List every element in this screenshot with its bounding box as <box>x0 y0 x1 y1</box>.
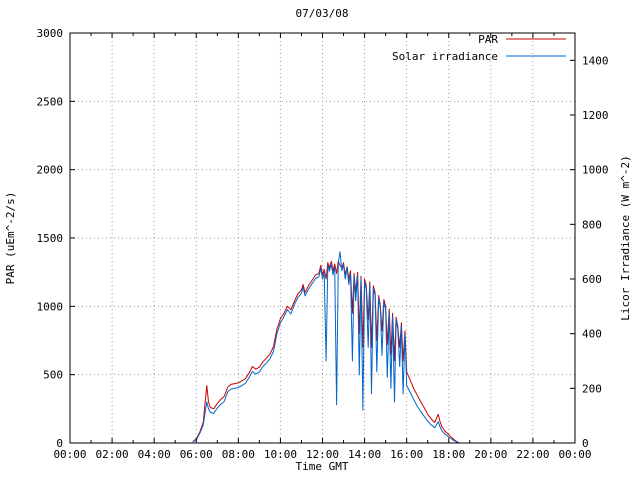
x-tick-label: 18:00 <box>432 448 465 461</box>
y-left-tick-label: 1000 <box>37 300 64 313</box>
chart-title: 07/03/08 <box>296 7 349 20</box>
y-right-tick-label: 1200 <box>582 109 609 122</box>
x-axis-label: Time GMT <box>296 460 349 473</box>
x-tick-label: 00:00 <box>53 448 86 461</box>
y-left-tick-label: 500 <box>43 369 63 382</box>
y-left-tick-label: 0 <box>56 437 63 450</box>
series-line-solar-irradiance <box>192 251 460 444</box>
x-tick-label: 02:00 <box>96 448 129 461</box>
x-tick-label: 20:00 <box>474 448 507 461</box>
y-left-tick-label: 1500 <box>37 232 64 245</box>
legend-item-label: Solar irradiance <box>392 50 498 63</box>
axis-layer <box>69 32 576 444</box>
grid-layer <box>69 32 576 444</box>
x-tick-label: 14:00 <box>348 448 381 461</box>
y-right-tick-label: 600 <box>582 273 602 286</box>
y-right-tick-label: 800 <box>582 218 602 231</box>
y-left-axis-label: PAR (uEm^-2/s) <box>4 192 17 285</box>
y-left-tick-label: 2000 <box>37 164 64 177</box>
legend-item-label: PAR <box>478 33 498 46</box>
y-right-tick-label: 1400 <box>582 54 609 67</box>
y-right-tick-label: 400 <box>582 328 602 341</box>
y-right-tick-label: 0 <box>582 437 589 450</box>
x-tick-label: 12:00 <box>306 448 339 461</box>
series-layer <box>192 251 460 444</box>
legend: PAR Solar irradiance <box>392 33 566 63</box>
x-tick-label: 04:00 <box>138 448 171 461</box>
x-tick-label: 16:00 <box>390 448 423 461</box>
x-tick-label: 22:00 <box>516 448 549 461</box>
x-tick-label: 06:00 <box>180 448 213 461</box>
plot-border <box>69 32 576 444</box>
y-right-axis-label: Licor Irradiance (W m^-2) <box>619 155 632 321</box>
tick-label-layer: 00:00 02:00 04:00 06:00 08:00 10:00 12:00 14:00… <box>37 27 609 461</box>
y-right-tick-label: 1000 <box>582 164 609 177</box>
x-tick-label: 10:00 <box>264 448 297 461</box>
x-tick-label: 00:00 <box>558 448 591 461</box>
y-left-tick-label: 2500 <box>37 95 64 108</box>
x-tick-label: 08:00 <box>222 448 255 461</box>
y-left-tick-label: 3000 <box>37 27 64 40</box>
y-right-tick-label: 200 <box>582 382 602 395</box>
